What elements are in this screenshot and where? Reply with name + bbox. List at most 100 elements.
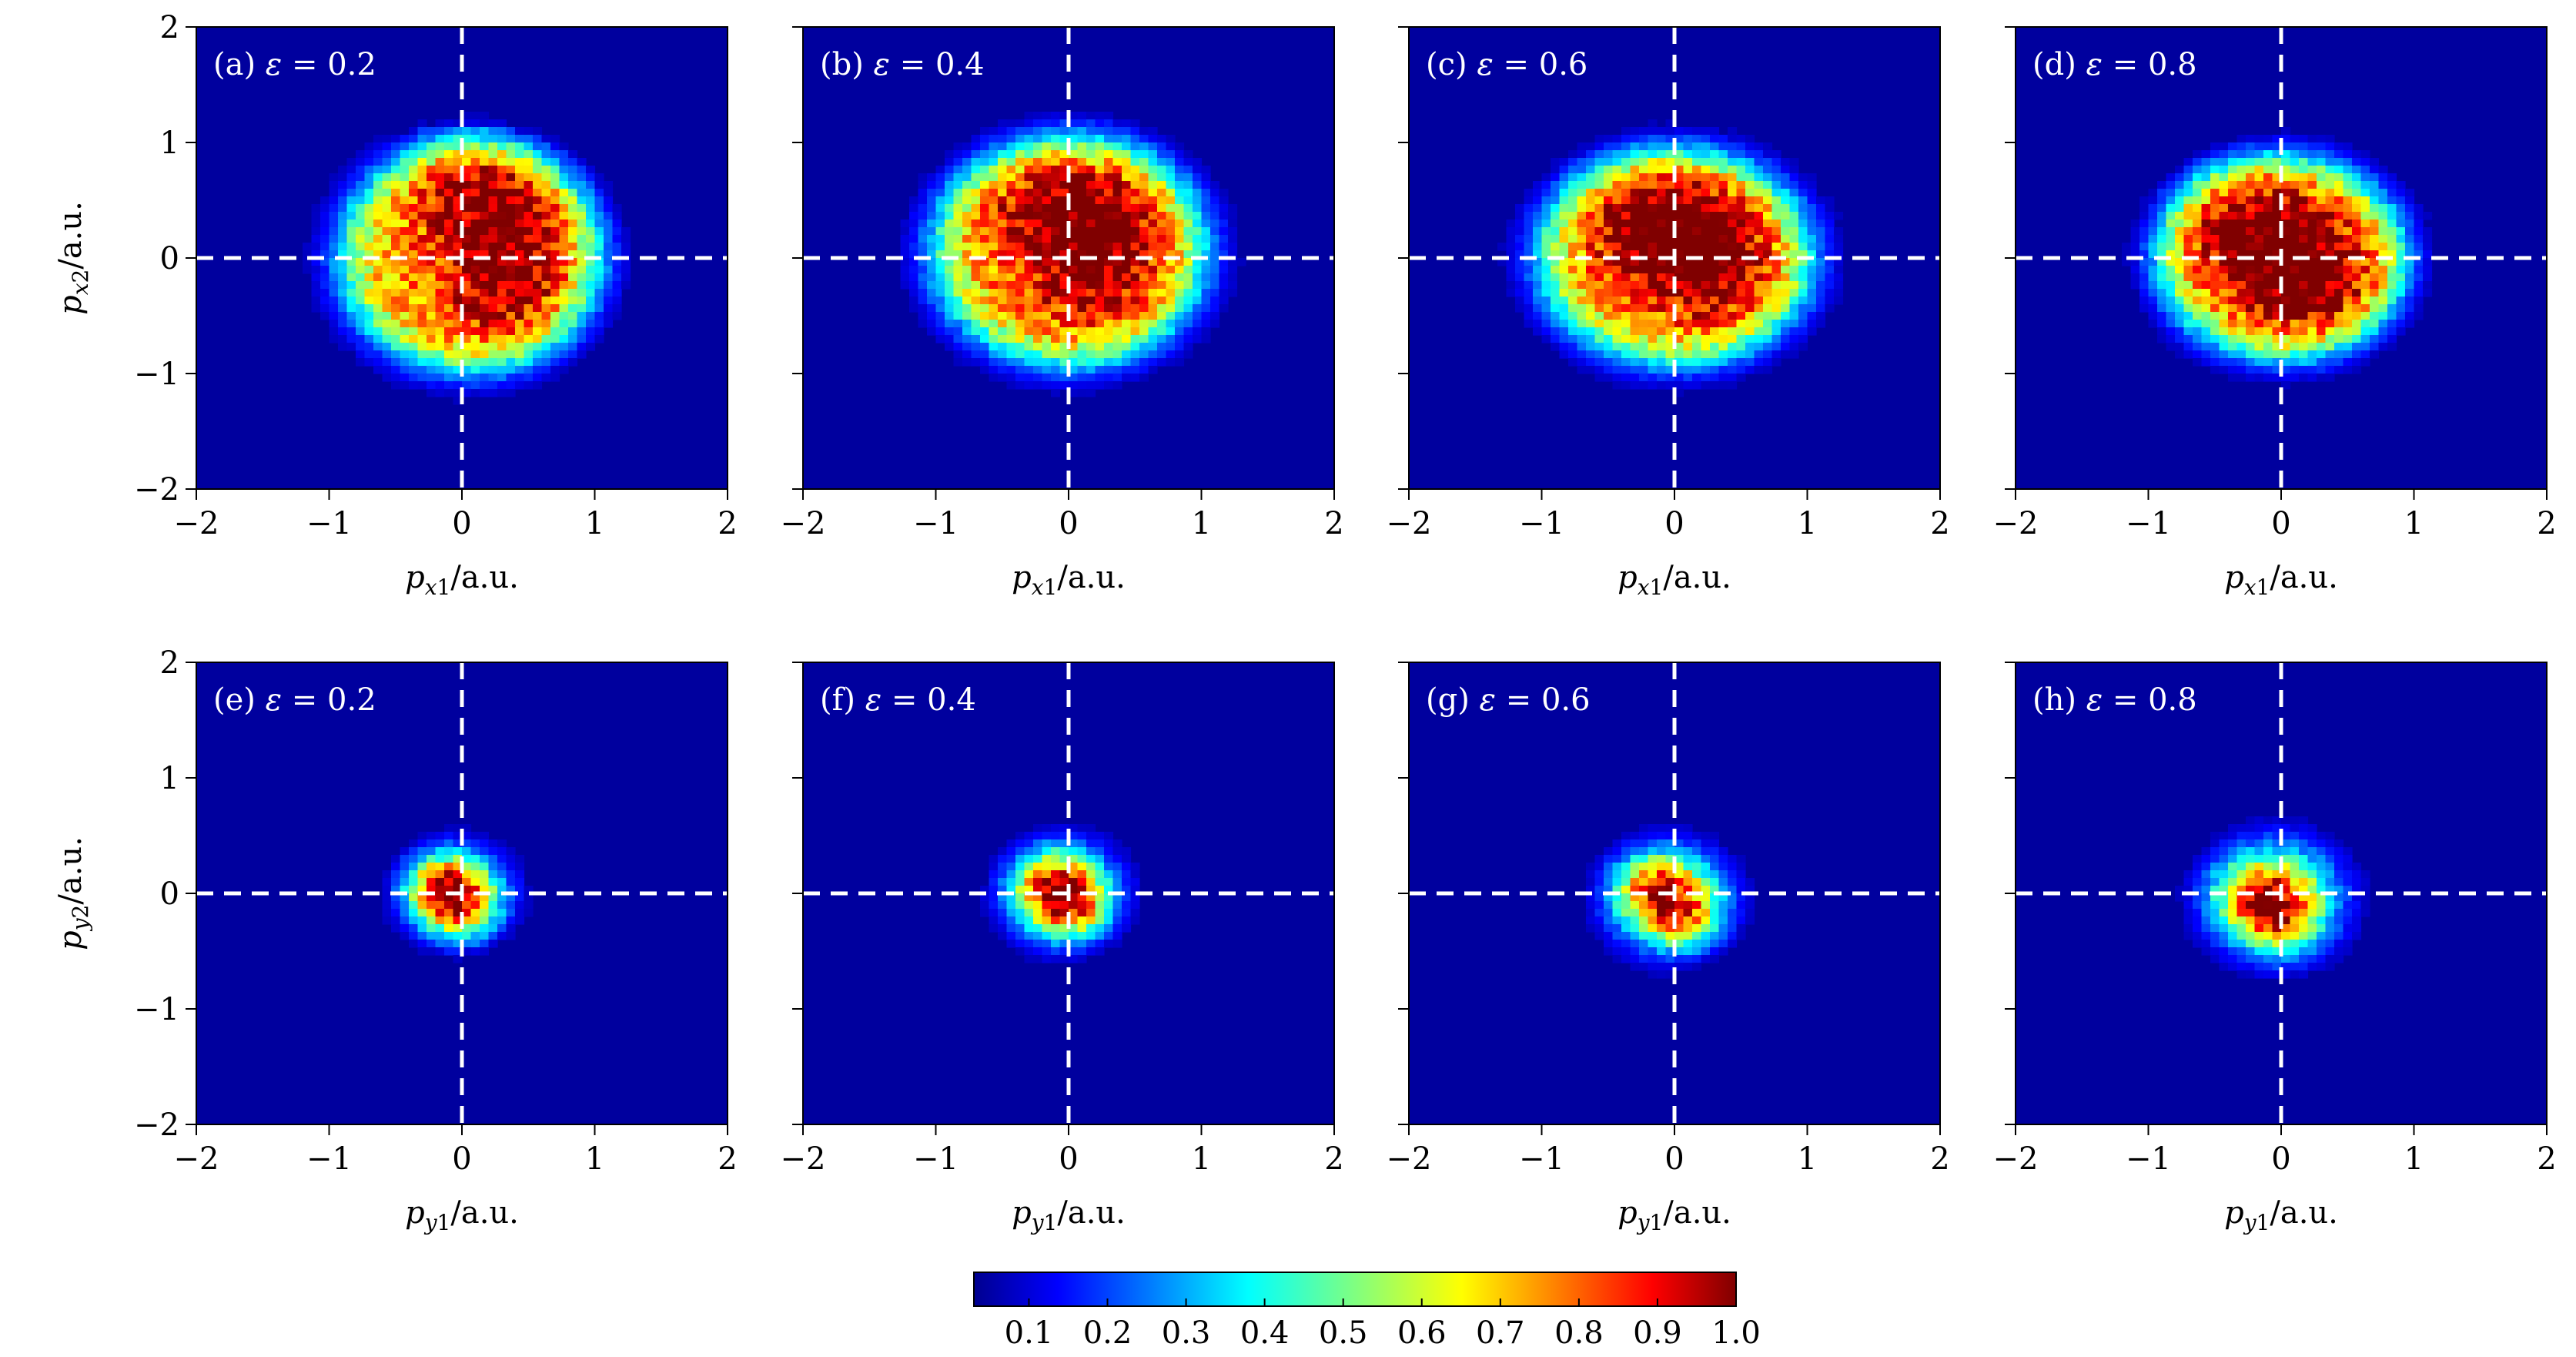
heatmap-cell bbox=[462, 381, 472, 390]
heatmap-cell bbox=[586, 212, 596, 220]
heatmap-cell bbox=[417, 204, 427, 213]
heatmap-cell bbox=[356, 204, 366, 213]
heatmap-cell bbox=[356, 212, 366, 220]
heatmap-cell bbox=[373, 142, 383, 151]
heatmap-cell bbox=[2254, 350, 2264, 359]
heatmap-cell bbox=[1104, 166, 1114, 174]
heatmap-cell bbox=[541, 158, 551, 166]
heatmap-cell bbox=[338, 289, 348, 297]
heatmap-cell bbox=[533, 181, 543, 189]
heatmap-cell bbox=[1657, 166, 1667, 174]
heatmap-cell bbox=[1104, 212, 1114, 220]
heatmap-cell bbox=[488, 374, 498, 382]
heatmap-cell bbox=[409, 343, 419, 351]
heatmap-cell bbox=[1754, 235, 1764, 243]
heatmap-cell bbox=[480, 204, 490, 213]
heatmap-cell bbox=[2139, 243, 2149, 251]
heatmap-cell bbox=[1541, 235, 1551, 243]
heatmap-cell bbox=[1586, 320, 1596, 328]
heatmap-cell bbox=[1639, 381, 1649, 390]
heatmap-cell bbox=[989, 135, 999, 143]
heatmap-cell bbox=[391, 893, 401, 902]
heatmap-cell bbox=[586, 335, 596, 343]
heatmap-cell bbox=[1612, 173, 1622, 182]
heatmap-cell bbox=[2254, 258, 2264, 266]
heatmap-cell bbox=[2236, 335, 2246, 343]
heatmap-cell bbox=[1630, 212, 1640, 220]
heatmap-cell bbox=[2334, 281, 2344, 290]
heatmap-cell bbox=[541, 304, 551, 313]
heatmap-cell bbox=[989, 258, 999, 266]
x-tick-label: 2 bbox=[718, 1141, 737, 1177]
heatmap-cell bbox=[2236, 358, 2246, 367]
heatmap-cell bbox=[1657, 320, 1667, 328]
heatmap-cell bbox=[1033, 119, 1043, 128]
heatmap-cell bbox=[346, 243, 356, 251]
heatmap-cell bbox=[533, 250, 543, 259]
heatmap-cell bbox=[2334, 358, 2344, 367]
heatmap-cell bbox=[1825, 281, 1835, 290]
heatmap-cell bbox=[1551, 158, 1561, 166]
heatmap-cell bbox=[1006, 863, 1016, 871]
heatmap-cell bbox=[1754, 358, 1764, 367]
heatmap-cell bbox=[1648, 916, 1658, 925]
heatmap-cell bbox=[1683, 847, 1693, 856]
heatmap-cell bbox=[1745, 909, 1755, 917]
heatmap-cell bbox=[2290, 335, 2300, 343]
heatmap-cell bbox=[470, 127, 480, 136]
heatmap-cell bbox=[435, 909, 445, 917]
heatmap-cell bbox=[1789, 343, 1799, 351]
heatmap-cell bbox=[444, 212, 454, 220]
heatmap-cell bbox=[2423, 273, 2433, 282]
heatmap-cell bbox=[1086, 112, 1096, 120]
heatmap-cell bbox=[2263, 204, 2273, 213]
y-tick-label: 1 bbox=[160, 761, 179, 796]
heatmap-cell bbox=[1139, 127, 1149, 136]
heatmap-cell bbox=[1781, 258, 1791, 266]
heatmap-cell bbox=[1728, 142, 1738, 151]
heatmap-cell bbox=[1789, 327, 1799, 336]
heatmap-cell bbox=[998, 227, 1008, 236]
heatmap-cell bbox=[2183, 173, 2193, 182]
heatmap-cell bbox=[1095, 289, 1105, 297]
heatmap-cell bbox=[1095, 235, 1105, 243]
heatmap-cell bbox=[2246, 281, 2256, 290]
heatmap-cell bbox=[1630, 196, 1640, 205]
heatmap-cell bbox=[1551, 335, 1561, 343]
heatmap-cell bbox=[1139, 227, 1149, 236]
heatmap-cell bbox=[506, 893, 516, 902]
heatmap-cell bbox=[2201, 312, 2211, 320]
heatmap-cell bbox=[1586, 196, 1596, 205]
heatmap-cell bbox=[1112, 173, 1122, 182]
heatmap-cell bbox=[586, 189, 596, 197]
heatmap-cell bbox=[1718, 219, 1728, 228]
heatmap-cell bbox=[1157, 166, 1167, 174]
heatmap-cell bbox=[2352, 181, 2362, 189]
heatmap-cell bbox=[1006, 901, 1016, 910]
heatmap-cell bbox=[1095, 150, 1105, 159]
heatmap-cell bbox=[945, 289, 955, 297]
heatmap-cell bbox=[2175, 281, 2185, 290]
heatmap-cell bbox=[1193, 273, 1203, 282]
heatmap-cell bbox=[1122, 212, 1132, 220]
heatmap-cell bbox=[1710, 304, 1720, 313]
heatmap-cell bbox=[373, 266, 383, 274]
heatmap-cell bbox=[1139, 343, 1149, 351]
heatmap-cell bbox=[1130, 374, 1140, 382]
heatmap-cell bbox=[1095, 909, 1105, 917]
heatmap-cell bbox=[1754, 250, 1764, 259]
heatmap-cell bbox=[1059, 204, 1069, 213]
heatmap-cell bbox=[1612, 166, 1622, 174]
heatmap-cell bbox=[1201, 204, 1211, 213]
heatmap-cell bbox=[1639, 158, 1649, 166]
heatmap-cell bbox=[909, 227, 919, 236]
heatmap-cell bbox=[2343, 343, 2353, 351]
heatmap-cell bbox=[453, 196, 463, 205]
heatmap-cell bbox=[2352, 173, 2362, 182]
heatmap-cell bbox=[1042, 374, 1052, 382]
heatmap-cell bbox=[1059, 181, 1069, 189]
heatmap-cell bbox=[1112, 343, 1122, 351]
heatmap-cell bbox=[2157, 289, 2167, 297]
heatmap-cell bbox=[462, 916, 472, 925]
heatmap-cell bbox=[506, 366, 516, 374]
